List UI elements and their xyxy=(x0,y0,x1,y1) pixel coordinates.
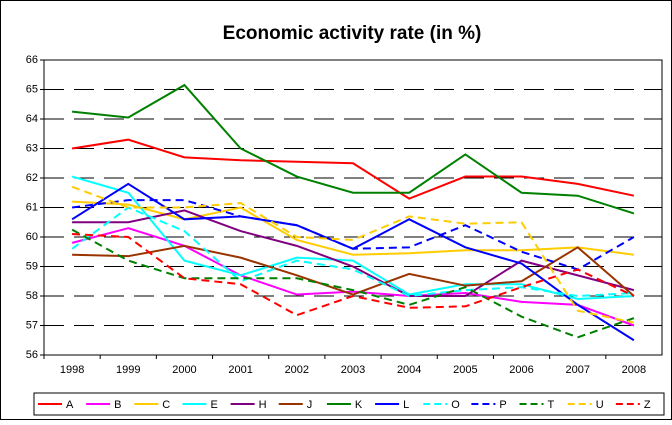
legend-label: L xyxy=(403,399,409,411)
x-tick-label: 1998 xyxy=(60,364,84,376)
y-tick-label: 63 xyxy=(26,142,38,154)
x-tick-label: 2006 xyxy=(509,364,533,376)
x-tick-label: 2001 xyxy=(228,364,252,376)
series-line xyxy=(71,227,635,327)
series-line xyxy=(72,209,635,297)
legend-label: J xyxy=(307,399,313,411)
legend-label: C xyxy=(162,399,170,411)
y-tick-label: 66 xyxy=(26,54,38,66)
legend-label: T xyxy=(548,399,555,411)
series-line xyxy=(71,199,635,271)
series-line xyxy=(71,83,635,215)
series-line xyxy=(71,206,634,298)
legend-label: P xyxy=(499,399,506,411)
legend-label: U xyxy=(596,399,604,411)
series-line xyxy=(71,228,635,339)
legend-label: O xyxy=(451,399,460,411)
legend-label: K xyxy=(355,399,363,411)
x-tick-label: 2000 xyxy=(172,364,196,376)
chart-title: Economic activity rate (in %) xyxy=(223,23,482,44)
x-tick-label: 1999 xyxy=(116,364,140,376)
series-line xyxy=(72,244,635,297)
y-tick-label: 57 xyxy=(26,319,38,331)
x-tick-label: 2002 xyxy=(285,364,309,376)
y-tick-label: 59 xyxy=(26,260,38,272)
y-tick-label: 62 xyxy=(26,172,38,184)
legend-label: A xyxy=(66,399,74,411)
y-tick-label: 65 xyxy=(26,83,38,95)
series-line xyxy=(71,185,635,324)
legend-label: B xyxy=(114,399,121,411)
series-line xyxy=(72,233,635,317)
y-tick-label: 58 xyxy=(26,290,38,302)
y-tick-label: 61 xyxy=(26,201,38,213)
y-tick-label: 56 xyxy=(26,349,38,361)
x-tick-label: 2008 xyxy=(622,364,646,376)
series-line xyxy=(71,175,634,300)
x-tick-label: 2003 xyxy=(341,364,365,376)
legend-label: E xyxy=(210,399,217,411)
x-tick-label: 2005 xyxy=(453,364,477,376)
x-tick-label: 2004 xyxy=(397,364,421,376)
x-tick-label: 2007 xyxy=(565,364,589,376)
y-tick-label: 60 xyxy=(26,231,38,243)
legend-label: H xyxy=(259,399,267,411)
series-line xyxy=(71,138,635,200)
y-tick-label: 64 xyxy=(26,113,38,125)
legend-label: Z xyxy=(644,399,651,411)
